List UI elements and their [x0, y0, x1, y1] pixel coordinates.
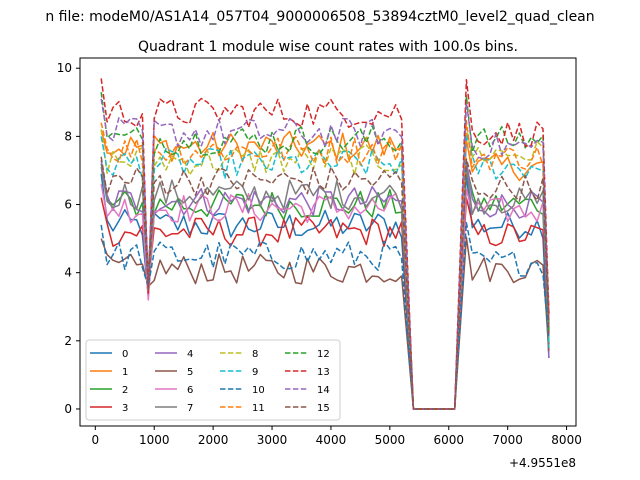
series-line-10: [100, 221, 550, 410]
legend-label-9: 9: [252, 367, 258, 378]
y-tick-label: 4: [64, 266, 72, 280]
legend-label-10: 10: [252, 385, 265, 396]
legend-label-0: 0: [122, 349, 128, 360]
legend-label-7: 7: [187, 403, 193, 414]
legend-box: [85, 339, 341, 421]
x-tick-label: 6000: [433, 433, 464, 447]
x-tick-label: 7000: [492, 433, 523, 447]
legend-label-4: 4: [187, 349, 193, 360]
series-line-12: [100, 92, 550, 410]
y-tick-label: 2: [64, 334, 72, 348]
series-line-13: [100, 78, 550, 410]
x-tick-label: 4000: [316, 433, 347, 447]
x-offset-label: +4.9551e8: [509, 456, 576, 470]
x-tick-label: 1000: [139, 433, 170, 447]
legend-label-15: 15: [317, 403, 330, 414]
chart-title: Quadrant 1 module wise count rates with …: [138, 39, 518, 55]
legend-label-13: 13: [317, 367, 330, 378]
y-tick-label: 8: [64, 129, 72, 143]
legend-label-14: 14: [317, 385, 330, 396]
plot-area: 0 1000 2000 3000 4000 5000 6000 7000 80000246810…: [57, 57, 582, 447]
x-tick-label: 2000: [198, 433, 229, 447]
y-tick-label: 0: [64, 402, 72, 416]
legend-label-8: 8: [252, 349, 258, 360]
series-line-9: [100, 133, 550, 410]
legend-label-5: 5: [187, 367, 193, 378]
legend-label-11: 11: [252, 403, 265, 414]
y-tick-label: 10: [57, 61, 72, 75]
series-line-7: [100, 165, 550, 410]
x-tick-label: 0: [91, 433, 99, 447]
series-lines: [100, 78, 550, 410]
axes-frame: [79, 57, 577, 427]
series-line-2: [100, 163, 550, 410]
legend-label-1: 1: [122, 367, 128, 378]
x-tick-label: 8000: [551, 433, 582, 447]
legend-label-6: 6: [187, 385, 193, 396]
series-line-11: [100, 119, 550, 410]
x-tick-label: 5000: [375, 433, 406, 447]
series-line-3: [100, 197, 550, 410]
x-tick-label: 3000: [257, 433, 288, 447]
series-line-14: [100, 98, 550, 410]
legend-label-2: 2: [122, 385, 128, 396]
series-line-15: [100, 156, 550, 410]
legend-label-3: 3: [122, 403, 128, 414]
legend-label-12: 12: [317, 349, 330, 360]
series-line-5: [100, 236, 550, 410]
suptitle: n file: modeM0/AS1A14_057T04_9000006508_…: [45, 9, 594, 25]
y-tick-label: 6: [64, 198, 72, 212]
